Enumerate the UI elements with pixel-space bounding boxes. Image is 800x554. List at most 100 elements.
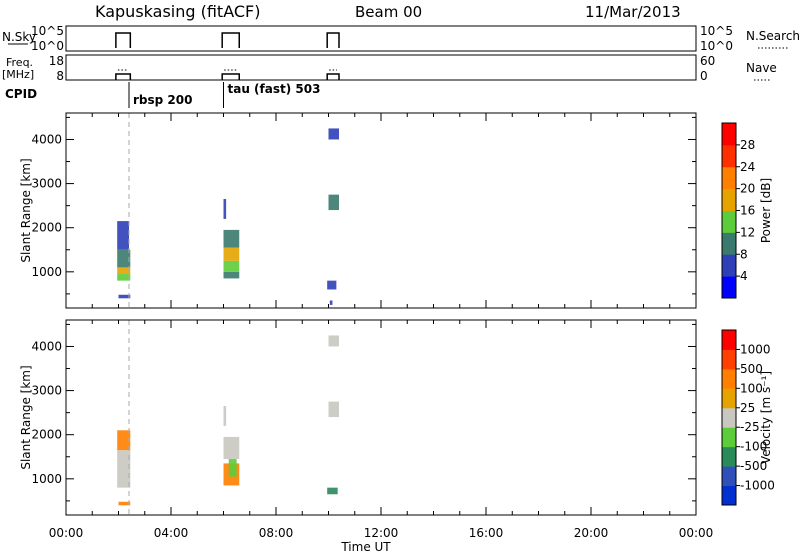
colorbar-tick-label: 24: [740, 160, 755, 174]
scatter-patch: [329, 300, 333, 305]
freq-tick-low: 8: [56, 69, 64, 83]
colorbar-segment: [722, 232, 736, 255]
x-tick-label: 04:00: [154, 526, 189, 540]
panel-frame: [65, 112, 697, 309]
scatter-patch: [118, 501, 131, 506]
scatter-patch: [223, 406, 227, 426]
y-axis-title: Slant Range [km]: [19, 158, 33, 262]
colorbar-tick-label: -100: [740, 440, 767, 454]
scatter-patch: [228, 458, 237, 477]
colorbar-tick-label: 500: [740, 362, 763, 376]
y-tick-label: 1000: [31, 472, 62, 486]
scatter-patch: [117, 249, 131, 268]
y-tick-label: 2000: [31, 221, 62, 235]
scatter-patch: [223, 260, 240, 272]
colorbar-title: Power [dB]: [759, 178, 773, 243]
scatter-patch: [223, 247, 240, 261]
nave-tick-high: 60: [700, 54, 715, 68]
nsky-tick-high: 10^5: [31, 24, 64, 38]
colorbar-segment: [722, 349, 736, 370]
y-tick-label: 3000: [31, 384, 62, 398]
colorbar-segment: [722, 330, 736, 350]
y-tick-label: 3000: [31, 177, 62, 191]
colorbar-title: Velocity [m s⁻¹]: [759, 371, 773, 464]
y-tick-label: 1000: [31, 265, 62, 279]
scatter-patch: [328, 128, 339, 140]
scatter-patch: [328, 401, 339, 418]
colorbar-tick-label: -25: [740, 420, 760, 434]
power-panel: 1000 2000 3000 4000 Slant Range [km]: [19, 112, 697, 309]
scatter-patch: [327, 280, 337, 290]
scatter-patch: [118, 294, 131, 299]
velocity-colorbar: 1000 500 100 25 -25 -100 -500 -1000 Velocity [m …: [721, 329, 775, 506]
velocity-panel: 1000 2000 3000 4000 Slant Range [km]: [19, 319, 697, 516]
freq-unit-label: [MHz]: [2, 68, 34, 81]
nsky-trace: [326, 32, 340, 48]
colorbar-tick-label: 1000: [740, 342, 771, 356]
freq-label: Freq.: [6, 56, 33, 69]
colorbar-segment: [722, 276, 736, 299]
scatter-patch: [328, 194, 339, 211]
panel-frame: [65, 319, 697, 516]
date-title: 11/Mar/2013: [585, 3, 681, 21]
x-tick-label: 00:00: [49, 526, 84, 540]
colorbar-segment: [722, 188, 736, 211]
scatter-patch: [117, 274, 131, 281]
freq-trace: [221, 73, 240, 80]
nsky-trace: [221, 32, 240, 48]
colorbar-tick-label: -500: [740, 459, 767, 473]
colorbar-tick-label: 20: [740, 182, 755, 196]
power-colorbar: 4 8 12 16 20 24 28 Power [dB]: [721, 122, 773, 299]
cpid-label: CPID: [5, 87, 37, 101]
nsky-right-tick-high: 10^5: [700, 24, 733, 38]
colorbar-tick-label: 100: [740, 381, 763, 395]
y-axis-title: Slant Range [km]: [19, 365, 33, 469]
x-tick-label: 20:00: [574, 526, 609, 540]
cpid-entry-label: tau (fast) 503: [228, 82, 321, 96]
nsky-label: N.Sky: [2, 30, 36, 44]
colorbar-segment: [722, 485, 736, 506]
colorbar-segment: [722, 427, 736, 448]
x-tick-label: 12:00: [364, 526, 399, 540]
freq-strip: Freq. [MHz] 18 8 60 0 Nave: [2, 54, 777, 83]
scatter-patch: [223, 436, 240, 459]
colorbar-segment: [722, 388, 736, 409]
colorbar-segment: [722, 368, 736, 389]
colorbar-segment: [722, 144, 736, 168]
colorbar-segment: [722, 407, 736, 428]
colorbar-frame: [721, 329, 737, 506]
nsky-right-tick-low: 10^0: [700, 39, 733, 53]
nave-tick-low: 0: [700, 69, 708, 83]
y-tick-label: 4000: [31, 132, 62, 146]
x-tick-label: 00:00: [679, 526, 714, 540]
colorbar-segment: [722, 210, 736, 233]
scatter-patch: [328, 335, 339, 347]
colorbar-tick-label: 4: [740, 269, 748, 283]
scatter-patch: [223, 271, 240, 279]
scatter-patch: [117, 221, 129, 250]
x-tick-label: 16:00: [469, 526, 504, 540]
colorbar-segment: [722, 254, 736, 277]
colorbar-tick-label: 8: [740, 247, 748, 261]
scatter-patch: [117, 267, 131, 275]
nave-label: Nave: [746, 61, 777, 75]
nsearch-label: N.Search: [746, 29, 800, 43]
colorbar-segment: [722, 446, 736, 467]
nsky-tick-low: 10^0: [31, 39, 64, 53]
nsky-strip: N.Sky 10^5 10^0 10^5 10^0 N.Search: [2, 24, 800, 53]
x-tick-label: 08:00: [259, 526, 294, 540]
time-axis: 00:00 04:00 08:00 12:00 16:00 20:00 00:00: [49, 526, 714, 540]
scatter-patch: [223, 199, 227, 219]
y-tick-label: 2000: [31, 428, 62, 442]
cpid-entry-label: rbsp 200: [133, 93, 192, 107]
colorbar-segment: [722, 123, 736, 146]
scatter-patch: [223, 229, 240, 248]
freq-trace: [326, 73, 340, 80]
colorbar-tick-label: 16: [740, 204, 755, 218]
nsky-traces: [115, 32, 340, 48]
cpid-entries: rbsp 200 tau (fast) 503: [128, 82, 321, 108]
site-title: Kapuskasing (fitACF): [95, 2, 260, 21]
freq-traces: [115, 69, 340, 80]
scatter-patch: [117, 430, 131, 451]
